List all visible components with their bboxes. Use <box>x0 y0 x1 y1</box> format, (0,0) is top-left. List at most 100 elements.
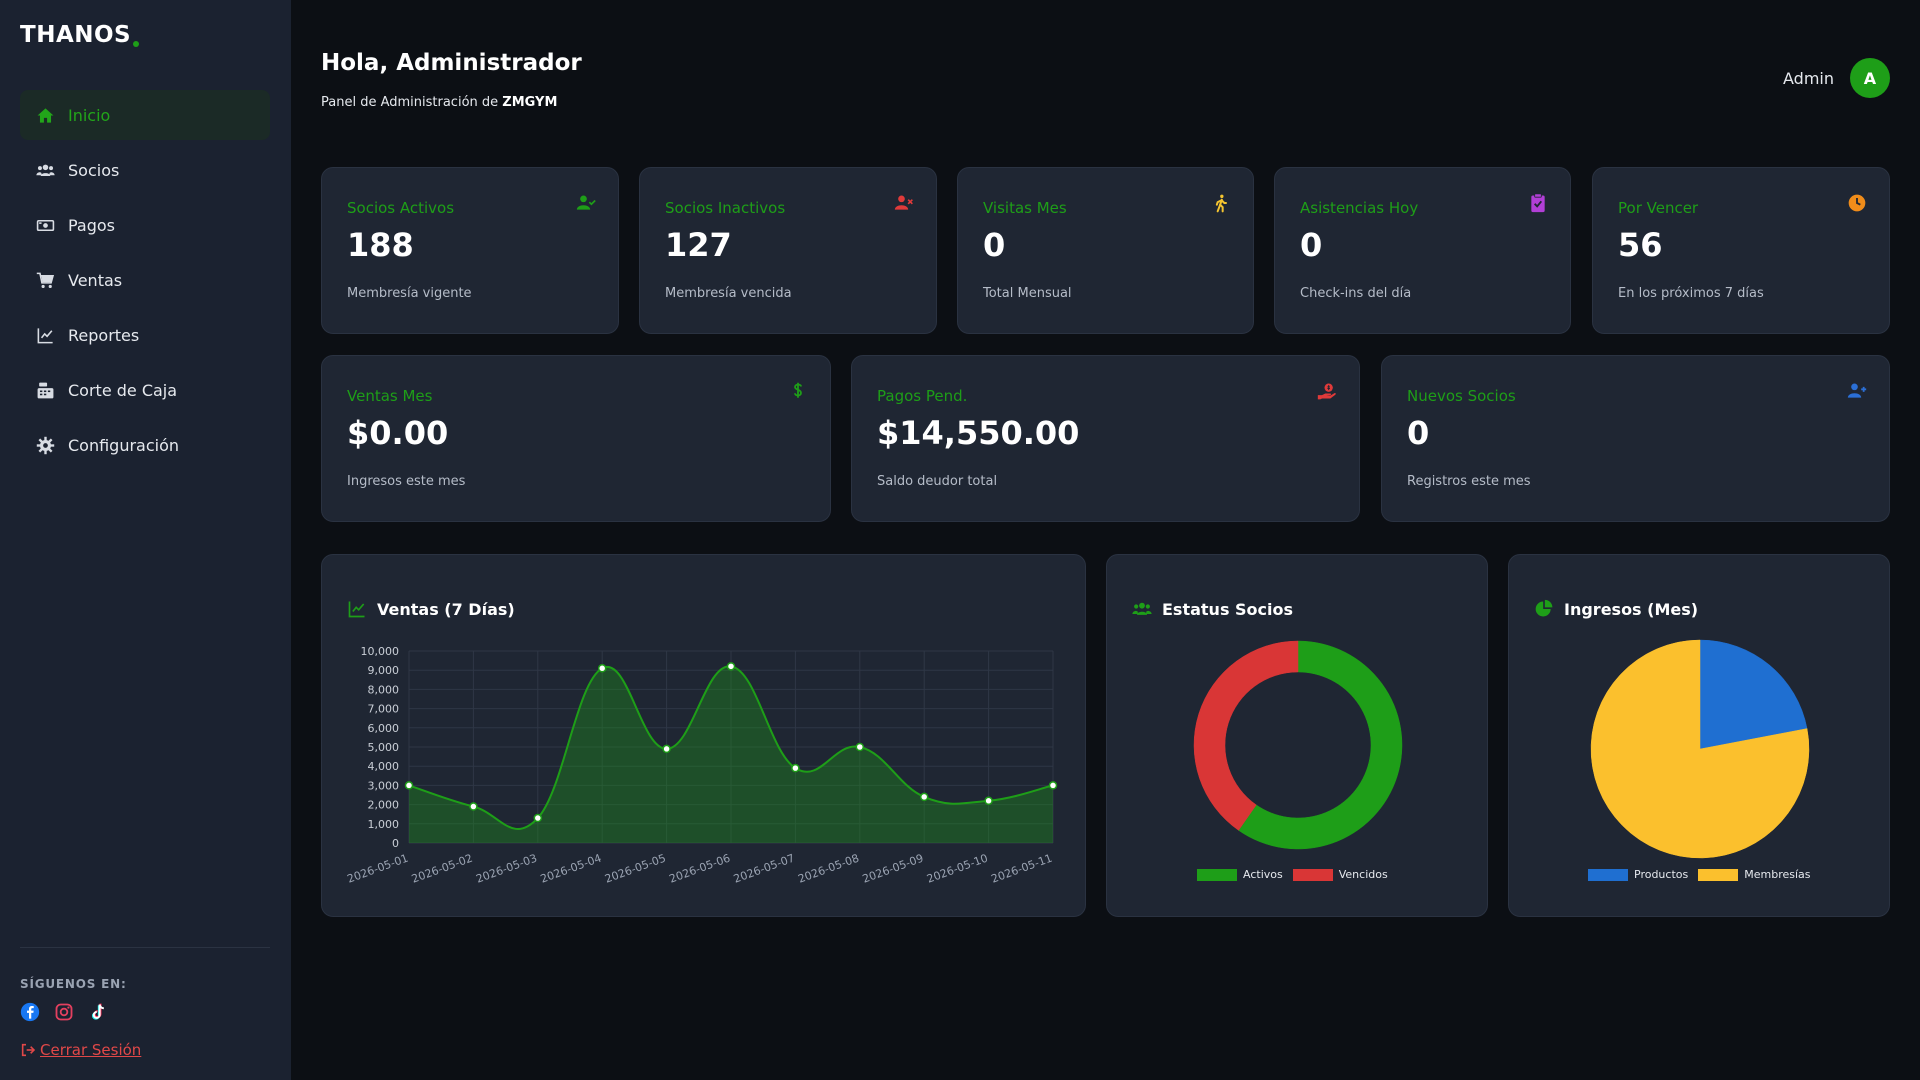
users-icon <box>1132 599 1152 619</box>
sidebar-item-label: Configuración <box>68 435 180 455</box>
user-name: Admin <box>1783 68 1834 88</box>
legend-swatch <box>1698 868 1739 881</box>
slice-membresías[interactable] <box>1590 639 1810 859</box>
x-tick-label: 2026-05-08 <box>796 852 861 886</box>
tiktok-icon[interactable] <box>88 1002 108 1022</box>
sidebar-item-inicio[interactable]: Inicio <box>20 90 270 140</box>
y-tick-label: 1,000 <box>368 818 400 831</box>
walking-icon <box>1211 193 1231 213</box>
logout-link[interactable]: Cerrar Sesión <box>20 1041 141 1059</box>
sign-out-icon <box>20 1042 36 1058</box>
stat-label: Nuevos Socios <box>1407 387 1516 405</box>
data-point[interactable] <box>533 813 543 823</box>
sidebar-item-pagos[interactable]: Pagos <box>20 200 270 250</box>
y-tick-label: 7,000 <box>368 703 400 716</box>
user-menu[interactable]: Admin A <box>1783 58 1890 98</box>
sales-chart-card: Ventas (7 Días) 0 1,000 2,000 3,000 4,000 5,0… <box>321 554 1086 917</box>
sidebar-item-reportes[interactable]: Reportes <box>20 310 270 360</box>
sidebar-divider <box>20 947 270 948</box>
data-point[interactable] <box>469 802 478 811</box>
sidebar-item-ventas[interactable]: Ventas <box>20 255 270 305</box>
chart-line-icon <box>347 599 367 619</box>
y-tick-label: 2,000 <box>368 799 400 812</box>
x-tick-label: 2026-05-02 <box>410 852 475 886</box>
sidebar-item-label: Socios <box>68 160 120 180</box>
stat-desc: Membresía vencida <box>665 286 792 301</box>
stat-card-pagos-pend: Pagos Pend. $14,550.00 Saldo deudor tota… <box>851 355 1360 522</box>
sales-line-chart[interactable]: 0 1,000 2,000 3,000 4,000 5,000 6,000 7,000 8,00… <box>322 555 1087 918</box>
stat-desc: Check-ins del día <box>1300 286 1412 301</box>
stat-label: Por Vencer <box>1618 199 1699 217</box>
income-chart-title: Ingresos (Mes) <box>1534 599 1698 619</box>
slice-productos[interactable] <box>1699 639 1808 750</box>
data-point[interactable] <box>855 742 865 752</box>
legend-item[interactable]: Membresías <box>1698 868 1811 881</box>
legend-label: Activos <box>1243 868 1283 881</box>
home-icon <box>34 104 56 126</box>
page-subtitle: Panel de Administración de ZMGYM <box>321 95 557 110</box>
data-point[interactable] <box>919 792 929 802</box>
stat-label: Socios Inactivos <box>665 199 786 217</box>
x-tick-label: 2026-05-10 <box>925 852 990 886</box>
sidebar-item-corte-de-caja[interactable]: Corte de Caja <box>20 365 270 415</box>
stat-label: Visitas Mes <box>983 199 1067 217</box>
data-point[interactable] <box>791 763 800 773</box>
stat-value: 127 <box>665 226 732 264</box>
x-tick-label: 2026-05-06 <box>667 852 732 886</box>
status-chart-legend: Activos Vencidos <box>1197 868 1398 881</box>
x-tick-label: 2026-05-05 <box>603 852 668 886</box>
y-tick-label: 0 <box>392 837 399 850</box>
stat-value: $0.00 <box>347 414 449 452</box>
stat-value: 56 <box>1618 226 1663 264</box>
social-links <box>20 1002 108 1022</box>
hand-holding-dollar-icon <box>1317 381 1337 401</box>
income-pie-chart[interactable] <box>1509 555 1891 918</box>
legend-swatch <box>1292 868 1333 881</box>
status-doughnut-chart[interactable] <box>1107 555 1489 918</box>
chart-pie-icon <box>1534 599 1554 619</box>
stat-value: 0 <box>983 226 1006 264</box>
sidebar-item-configuracion[interactable]: Configuración <box>20 420 270 470</box>
user-check-icon <box>576 193 596 213</box>
sidebar-item-label: Corte de Caja <box>68 380 178 400</box>
income-chart-card: Ingresos (Mes) Productos Membresías <box>1508 554 1890 917</box>
stat-card-ventas-mes: Ventas Mes $0.00 Ingresos este mes <box>321 355 831 522</box>
brand-logo[interactable]: THANOS <box>20 22 132 48</box>
legend-label: Productos <box>1634 868 1689 881</box>
sidebar: THANOS Inicio Socios Pagos Ventas <box>0 0 291 1080</box>
avatar[interactable]: A <box>1850 58 1890 98</box>
y-tick-label: 10,000 <box>361 645 400 658</box>
sidebar-item-label: Reportes <box>68 325 140 345</box>
stat-desc: Ingresos este mes <box>347 474 466 489</box>
legend-item[interactable]: Productos <box>1588 868 1688 881</box>
users-icon <box>34 159 56 181</box>
y-tick-label: 3,000 <box>368 779 400 792</box>
slice-activos[interactable] <box>1238 640 1403 850</box>
data-point[interactable] <box>662 744 671 754</box>
stat-card-asistencias-hoy: Asistencias Hoy 0 Check-ins del día <box>1274 167 1571 334</box>
data-point[interactable] <box>404 781 414 790</box>
income-chart-legend: Productos Membresías <box>1588 868 1821 881</box>
data-point[interactable] <box>984 796 993 806</box>
legend-item[interactable]: Activos <box>1197 868 1283 881</box>
data-point[interactable] <box>597 664 607 673</box>
sidebar-item-label: Pagos <box>68 215 116 235</box>
y-tick-label: 9,000 <box>368 664 400 677</box>
y-tick-label: 5,000 <box>368 741 400 754</box>
data-point[interactable] <box>1048 781 1058 790</box>
x-tick-label: 2026-05-03 <box>474 852 539 886</box>
chart-title-label: Estatus Socios <box>1162 599 1294 619</box>
sidebar-item-socios[interactable]: Socios <box>20 145 270 195</box>
y-tick-label: 8,000 <box>368 683 400 696</box>
status-chart-card: Estatus Socios Activos Vencidos <box>1106 554 1488 917</box>
subtitle-prefix: Panel de Administración de <box>321 95 503 110</box>
instagram-icon[interactable] <box>54 1002 74 1022</box>
sidebar-nav: Inicio Socios Pagos Ventas Reportes <box>20 90 270 475</box>
legend-swatch <box>1197 868 1237 881</box>
legend-item[interactable]: Vencidos <box>1292 868 1388 881</box>
data-point[interactable] <box>726 662 736 671</box>
stat-card-nuevos-socios: Nuevos Socios 0 Registros este mes <box>1381 355 1890 522</box>
page-title: Hola, Administrador <box>321 50 582 76</box>
facebook-icon[interactable] <box>20 1002 40 1022</box>
slice-vencidos[interactable] <box>1193 640 1299 831</box>
